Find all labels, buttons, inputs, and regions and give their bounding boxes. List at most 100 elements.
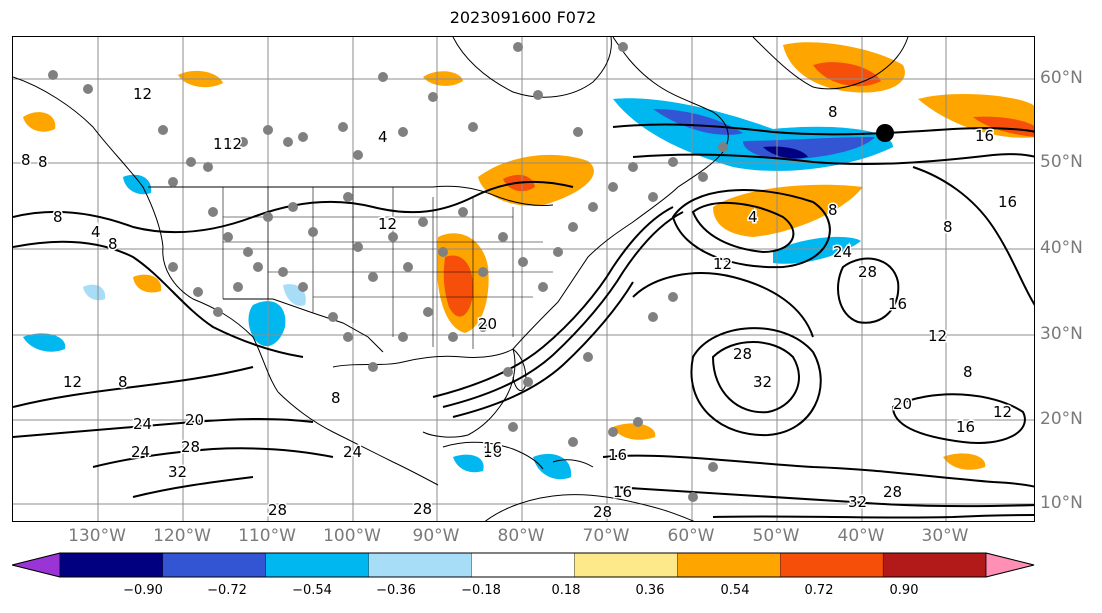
colorbar-cell [59, 552, 164, 578]
colorbar-tick-9: 0.72 [804, 583, 834, 598]
lon-label-130w: 130°W [68, 526, 126, 546]
colorbar-cell [368, 552, 472, 578]
lon-label-80w: 80°W [497, 526, 545, 546]
contour-mid-atl [912, 166, 1034, 306]
map-title: 2023091600 F072 [449, 8, 597, 27]
contour-label: 8 [108, 235, 118, 253]
colorbar-extend-high [985, 552, 1035, 578]
contour-label: 24 [833, 243, 852, 261]
contour-label: 8 [118, 373, 128, 391]
contour-label: 12 [133, 85, 152, 103]
contour-label: 32 [168, 463, 187, 481]
colorbar-tick-6: 0.18 [551, 583, 581, 598]
coast-cuba [442, 441, 544, 470]
station-markers [48, 42, 728, 502]
colorbar-cell [574, 552, 678, 578]
shade-orange-great-lakes [478, 154, 594, 206]
coast-west-canada [13, 76, 279, 393]
coast-florida [512, 348, 527, 392]
contour-label: 4 [91, 223, 101, 241]
coast-hispaniola [552, 459, 594, 468]
shade-red-mississippi [443, 255, 474, 317]
contour-3 [13, 366, 254, 408]
contour-label: 8 [21, 151, 31, 169]
shade-medblue-labrador [653, 109, 743, 135]
lat-label-30n: 30°N [1040, 324, 1083, 344]
border-us-mexico [223, 298, 384, 353]
shade-lightblue-small-3 [83, 284, 106, 301]
lat-label-10n: 10°N [1040, 493, 1083, 513]
contour-label: 28 [268, 501, 287, 519]
lon-label-70w: 70°W [582, 526, 630, 546]
coast-hudson-bay [452, 37, 612, 98]
contour-label: 8 [943, 218, 953, 236]
coast-canada-east [612, 37, 729, 188]
coast-us-east [512, 186, 679, 350]
shade-red-east [973, 116, 1034, 137]
coast-south-america [484, 494, 695, 521]
contour-label: 16 [483, 439, 502, 457]
contour-gyre-2 [690, 327, 822, 437]
colorbar-extend-low [12, 552, 61, 578]
contour-label: 8 [828, 103, 838, 121]
colorbar-cell [882, 552, 987, 578]
contour-label: 32 [848, 493, 867, 511]
lat-label-20n: 20°N [1040, 409, 1083, 429]
contour-label: 12 [993, 403, 1012, 421]
contour-1 [13, 180, 574, 234]
contour-label: 4 [378, 128, 388, 146]
contour-5 [92, 447, 334, 468]
contour-label: 20 [893, 395, 912, 413]
contour-label: 16 [975, 127, 994, 145]
contour-label: 16 [956, 418, 975, 436]
colorbar-cell [471, 552, 575, 578]
contour-atl-low-2 [671, 189, 831, 269]
contour-6 [132, 476, 254, 498]
lat-label-40n: 40°N [1040, 238, 1083, 258]
contour-jet-2 [442, 211, 684, 408]
colorbar-tick-2: −0.72 [207, 583, 247, 598]
contour-label: 20 [185, 411, 204, 429]
contour-label: 8 [963, 363, 973, 381]
contour-label: 16 [888, 295, 907, 313]
contour-label: 16 [483, 443, 502, 461]
lon-label-40w: 40°W [837, 526, 885, 546]
contour-label: 8 [38, 153, 48, 171]
black-dot-marker[interactable] [876, 124, 894, 142]
lat-label-60n: 60°N [1040, 68, 1083, 88]
coast-greenland [752, 37, 909, 90]
shade-orange-small-3 [133, 274, 162, 293]
shade-lightblue-atlantic [773, 236, 861, 264]
contour-label: 8 [53, 208, 63, 226]
shade-lightblue-small-2 [453, 454, 484, 473]
contours [13, 123, 1034, 519]
contour-label: 16 [613, 483, 632, 501]
colorbar-tick-10: 0.90 [889, 583, 919, 598]
colorbar-tick-3: −0.54 [292, 583, 332, 598]
colorbar-cell [677, 552, 781, 578]
contour-tropics-3 [712, 514, 1034, 519]
lon-label-30w: 30°W [921, 526, 969, 546]
contour-label: 8 [828, 201, 838, 219]
lat-label-50n: 50°N [1040, 152, 1083, 172]
contour-label: 24 [133, 415, 152, 433]
contour-label: 16 [998, 193, 1017, 211]
contour-label: 32 [753, 373, 772, 391]
coast-mexico-west [277, 391, 439, 486]
colorbar-cell [265, 552, 369, 578]
border-us-canada [148, 185, 554, 206]
contour-4 [13, 417, 314, 438]
contour-label: 28 [413, 500, 432, 518]
contour-label: 24 [131, 443, 150, 461]
map-panel[interactable]: 8 8 12 12 12 4 8 20 28 32 24 8 16 28 24 20 28 28 16 12 8 4 8 16… [12, 36, 1035, 522]
contour-jet-1 [432, 206, 674, 398]
colorbar-tick-8: 0.54 [720, 583, 750, 598]
contour-tropics-1 [602, 454, 1034, 488]
colorbar [12, 552, 1035, 578]
contour-label: 24 [343, 443, 362, 461]
shade-lightblue-small-1 [123, 174, 152, 195]
contour-label: 28 [593, 503, 612, 521]
colorbar-tick-4: −0.36 [376, 583, 416, 598]
